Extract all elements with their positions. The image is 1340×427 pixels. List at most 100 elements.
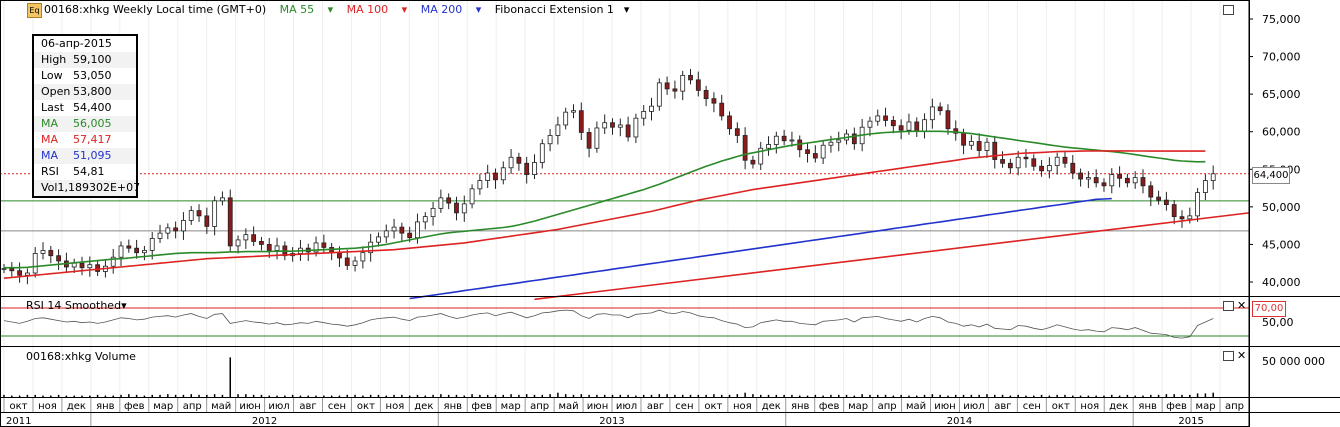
info-row: Low 53,050 <box>34 68 136 84</box>
info-key: MA <box>41 117 59 130</box>
chart-frame <box>0 0 1250 427</box>
ma100-legend[interactable]: MA 100 ▾ <box>346 3 408 16</box>
candle-body <box>266 244 272 251</box>
ma100-label: MA 100 <box>346 3 389 16</box>
candle-body <box>524 162 530 175</box>
candle-body <box>212 200 218 227</box>
volume-tick-label: 50 000 000 <box>1262 355 1325 368</box>
month-label: окт <box>704 401 722 412</box>
candle-body <box>961 132 966 146</box>
maximize-volume-pane-icon[interactable] <box>1223 351 1234 361</box>
candle-body <box>1039 165 1044 172</box>
close-volume-pane-icon[interactable]: ✕ <box>1237 349 1247 362</box>
info-row: High 59,100 <box>34 52 136 68</box>
month-label: мар <box>1196 401 1216 412</box>
candle-body <box>766 144 771 149</box>
candle-body <box>251 234 257 242</box>
candle-body <box>157 232 163 239</box>
candle-body <box>664 82 670 90</box>
candle-body <box>149 238 155 251</box>
candle-body <box>173 227 179 232</box>
price-tick-label: 75,000 <box>1262 13 1301 26</box>
info-key: MA <box>41 133 59 146</box>
candle-body <box>469 188 475 205</box>
candle-body <box>454 202 459 214</box>
candle-body <box>48 250 54 257</box>
candle-body <box>992 141 998 160</box>
candle-body <box>399 226 405 234</box>
ma100-line <box>3 150 1206 279</box>
candle-body <box>547 135 553 145</box>
month-label: фев <box>471 401 492 412</box>
month-label: авг <box>647 401 664 412</box>
month-label: апр <box>183 401 202 412</box>
candle-body <box>204 215 210 227</box>
candle-body <box>656 82 662 107</box>
candle-body <box>851 133 857 145</box>
eq-icon[interactable]: Eq <box>27 3 42 18</box>
candle-body <box>805 149 810 154</box>
candle-body <box>235 239 241 247</box>
candle-body <box>586 132 592 149</box>
candle-body <box>1163 199 1169 206</box>
rsi-label[interactable]: RSI 14 Smoothed▾ <box>26 299 127 312</box>
candle-body <box>555 124 561 136</box>
ma200-legend[interactable]: MA 200 ▾ <box>420 3 482 16</box>
candle-body <box>594 127 600 149</box>
month-label: апр <box>1225 401 1244 412</box>
candle-body <box>610 122 615 128</box>
candle-body <box>742 135 748 161</box>
candle-body <box>1070 162 1076 174</box>
price-tick-label: 50,000 <box>1262 201 1301 214</box>
candle-body <box>812 153 818 159</box>
chart-header: 00168:xhkg Weekly Local time (GMT+0) MA … <box>44 3 639 16</box>
symbol-title[interactable]: 00168:xhkg Weekly Local time (GMT+0) <box>44 3 267 16</box>
candle-body <box>1132 177 1138 184</box>
month-label: июл <box>268 401 289 412</box>
info-value: 54,400 <box>73 101 112 114</box>
candle-body <box>1210 173 1216 181</box>
candle-body <box>1156 196 1161 201</box>
month-label: окт <box>357 401 375 412</box>
candle-body <box>126 245 132 249</box>
candle-body <box>376 236 381 243</box>
candle-body <box>680 74 686 92</box>
ma55-legend[interactable]: MA 55 ▾ <box>279 3 334 16</box>
info-key: RSI <box>41 165 59 178</box>
candle-body <box>984 141 990 151</box>
month-label: янв <box>96 401 115 412</box>
month-label: мар <box>848 401 868 412</box>
year-label: 2014 <box>947 416 972 427</box>
candle-body <box>79 262 85 269</box>
candle-body <box>181 219 186 232</box>
candle-body <box>485 172 491 181</box>
candle-body <box>360 252 366 262</box>
candle-body <box>508 156 514 169</box>
candle-body <box>719 102 725 117</box>
candle-body <box>321 242 327 248</box>
candle-body <box>703 89 709 100</box>
candle-body <box>1085 177 1091 180</box>
maximize-rsi-pane-icon[interactable] <box>1223 301 1234 311</box>
year-label: 2011 <box>6 416 31 427</box>
close-rsi-pane-icon[interactable]: ✕ <box>1237 299 1247 312</box>
candle-body <box>500 167 506 181</box>
info-value: 53,800 <box>73 85 112 98</box>
candle-body <box>1195 192 1200 217</box>
candle-body <box>352 260 358 266</box>
candle-body <box>578 110 584 133</box>
info-value: 51,095 <box>73 149 112 162</box>
candle-body <box>711 98 717 104</box>
price-tick-label: 70,000 <box>1262 51 1301 64</box>
maximize-price-pane-icon[interactable] <box>1223 5 1234 15</box>
candle-body <box>71 262 77 268</box>
candle-body <box>617 124 623 128</box>
candle-body <box>937 106 943 112</box>
fib-legend[interactable]: Fibonacci Extension 1 ▾ <box>494 3 630 16</box>
candle-body <box>110 256 116 267</box>
info-value: 1,189302E+07 <box>57 181 141 194</box>
ma55-label: MA 55 <box>279 3 315 16</box>
month-label: июл <box>616 401 637 412</box>
month-label: ноя <box>733 401 752 412</box>
